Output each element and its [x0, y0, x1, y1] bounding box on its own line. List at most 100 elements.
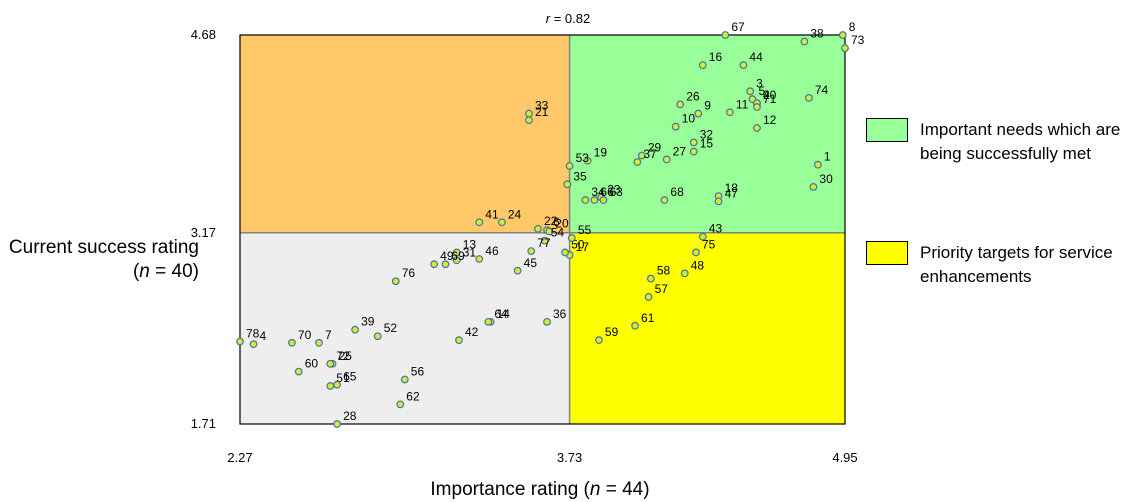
data-point-10	[671, 122, 680, 131]
data-point-69	[441, 260, 450, 269]
point-label-27: 27	[673, 144, 687, 158]
data-point-42	[455, 336, 463, 345]
quadrant-bottom-left	[240, 232, 570, 424]
point-label-15: 15	[700, 137, 714, 151]
point-label-14: 14	[497, 307, 511, 321]
x-tick-label-2: 4.95	[832, 450, 857, 465]
data-point-39	[351, 325, 360, 334]
point-label-36: 36	[553, 307, 567, 321]
data-point-11	[725, 108, 734, 117]
data-point-73	[841, 44, 849, 52]
point-label-48: 48	[691, 258, 705, 272]
data-point-36	[543, 317, 551, 326]
data-point-21	[525, 116, 533, 125]
correlation-var: r	[546, 11, 551, 26]
data-point-62	[396, 400, 405, 409]
data-point-48	[680, 269, 689, 278]
data-point-50	[561, 248, 569, 257]
data-point-35	[563, 180, 572, 189]
data-point-52	[373, 332, 382, 341]
data-point-38	[800, 37, 809, 46]
x-axis-title-prefix: Importance rating (	[430, 479, 590, 500]
point-label-40: 40	[763, 88, 777, 102]
point-label-20: 20	[555, 216, 569, 230]
data-point-43	[698, 232, 707, 241]
point-label-6: 6	[553, 215, 560, 229]
quadrant-top-left	[240, 35, 570, 233]
point-label-38: 38	[810, 27, 824, 41]
correlation-annotation: r = 0.82	[546, 11, 590, 26]
data-point-19	[583, 156, 592, 165]
data-point-65	[333, 380, 341, 389]
point-label-50: 50	[571, 237, 585, 251]
point-label-3: 3	[756, 76, 763, 90]
point-label-1: 1	[824, 150, 831, 164]
point-label-54: 54	[551, 226, 565, 240]
data-point-45	[513, 266, 522, 275]
point-label-75: 75	[702, 237, 716, 251]
point-label-12: 12	[763, 113, 777, 127]
point-label-22: 22	[544, 214, 558, 228]
data-point-46	[475, 255, 484, 263]
plot-frame	[239, 34, 846, 425]
data-point-70	[288, 338, 296, 347]
point-label-78: 78	[246, 326, 260, 340]
point-label-59: 59	[605, 325, 619, 339]
point-label-69: 69	[451, 249, 465, 263]
point-label-70: 70	[298, 328, 312, 342]
point-label-46: 46	[485, 244, 499, 258]
point-label-67: 67	[731, 20, 745, 34]
data-point-1	[814, 160, 822, 169]
point-label-65: 65	[343, 370, 357, 384]
point-label-35: 35	[573, 169, 587, 183]
data-point-33	[525, 109, 533, 118]
data-point-3	[746, 87, 755, 96]
data-point-66	[590, 196, 599, 204]
x-axis-title-var: n	[589, 479, 601, 500]
point-label-77: 77	[537, 236, 551, 250]
quadrant-bottom-right	[569, 232, 845, 424]
point-label-62: 62	[406, 389, 420, 403]
point-label-37: 37	[643, 147, 657, 161]
legend-item-successfully-met: Important needs which are being successf…	[866, 118, 1134, 166]
point-label-55: 55	[578, 223, 592, 237]
data-point-22	[534, 224, 542, 233]
data-point-54	[540, 236, 549, 245]
legend-swatch-yellow	[866, 241, 908, 265]
point-label-18: 18	[725, 181, 739, 195]
point-label-58: 58	[657, 264, 671, 278]
point-label-17: 17	[576, 240, 590, 254]
data-point-34	[581, 196, 590, 204]
point-label-64: 64	[494, 307, 508, 321]
point-label-21: 21	[535, 105, 549, 119]
data-point-47	[714, 197, 723, 206]
point-label-31: 31	[463, 245, 477, 259]
data-point-63	[599, 196, 608, 204]
point-label-32: 32	[700, 127, 714, 141]
y-axis-title-prefix: Current success rating (	[8, 237, 199, 282]
data-point-76	[391, 277, 400, 286]
data-point-8	[838, 31, 847, 39]
data-point-13	[452, 248, 461, 257]
data-point-15	[689, 147, 698, 156]
y-tick-label-2: 4.68	[191, 27, 216, 42]
point-label-16: 16	[709, 50, 723, 64]
point-label-44: 44	[749, 50, 763, 64]
point-label-4: 4	[260, 329, 267, 343]
point-label-72: 72	[336, 349, 350, 363]
data-point-29	[637, 151, 646, 160]
data-point-51	[326, 382, 335, 390]
data-point-16	[698, 61, 707, 70]
point-label-26: 26	[686, 89, 700, 103]
point-label-74: 74	[815, 83, 829, 97]
legend-label-successfully-met: Important needs which are being successf…	[920, 120, 1121, 163]
y-tick-label-1: 3.17	[191, 225, 216, 240]
point-label-30: 30	[819, 172, 833, 186]
data-point-78	[236, 337, 244, 346]
data-point-27	[662, 155, 671, 164]
data-point-53	[565, 162, 574, 170]
data-point-64	[484, 317, 493, 326]
point-label-60: 60	[305, 357, 319, 371]
point-label-51: 51	[336, 371, 350, 385]
data-point-4	[249, 340, 258, 349]
